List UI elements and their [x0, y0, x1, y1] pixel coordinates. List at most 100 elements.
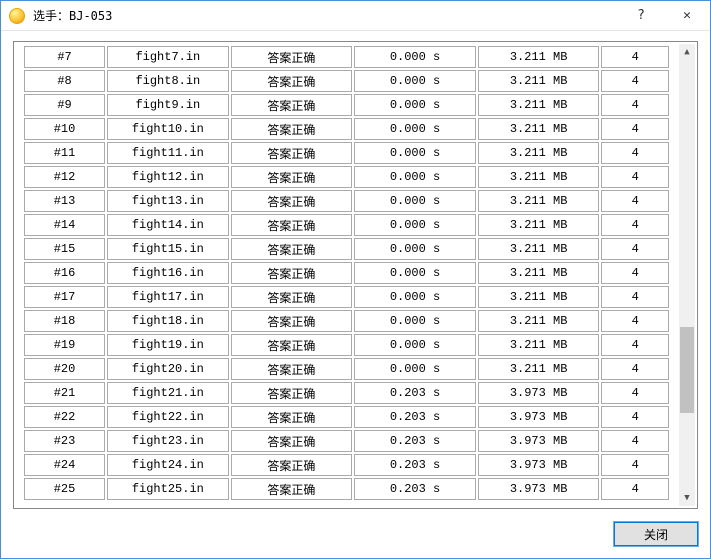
- table-row: #14fight14.in答案正确0.000 s3.211 MB4: [24, 214, 669, 236]
- cell-status: 答案正确: [231, 70, 353, 92]
- cell-status: 答案正确: [231, 238, 353, 260]
- cell-mem: 3.973 MB: [478, 406, 600, 428]
- cell-status: 答案正确: [231, 358, 353, 380]
- cell-score: 4: [601, 454, 669, 476]
- cell-time: 0.203 s: [354, 454, 476, 476]
- cell-status: 答案正确: [231, 262, 353, 284]
- app-icon: [9, 8, 25, 24]
- cell-mem: 3.211 MB: [478, 142, 600, 164]
- table-row: #18fight18.in答案正确0.000 s3.211 MB4: [24, 310, 669, 332]
- cell-score: 4: [601, 94, 669, 116]
- table-row: #23fight23.in答案正确0.203 s3.973 MB4: [24, 430, 669, 452]
- cell-score: 4: [601, 286, 669, 308]
- cell-score: 4: [601, 310, 669, 332]
- cell-file: fight14.in: [107, 214, 229, 236]
- cell-time: 0.000 s: [354, 262, 476, 284]
- cell-num: #25: [24, 478, 105, 500]
- cell-file: fight8.in: [107, 70, 229, 92]
- cell-file: fight22.in: [107, 406, 229, 428]
- scroll-track[interactable]: [679, 60, 695, 490]
- cell-status: 答案正确: [231, 406, 353, 428]
- cell-score: 4: [601, 406, 669, 428]
- cell-num: #24: [24, 454, 105, 476]
- cell-time: 0.000 s: [354, 214, 476, 236]
- table-row: #15fight15.in答案正确0.000 s3.211 MB4: [24, 238, 669, 260]
- cell-status: 答案正确: [231, 310, 353, 332]
- cell-num: #10: [24, 118, 105, 140]
- cell-status: 答案正确: [231, 214, 353, 236]
- cell-num: #19: [24, 334, 105, 356]
- cell-file: fight16.in: [107, 262, 229, 284]
- cell-file: fight11.in: [107, 142, 229, 164]
- cell-mem: 3.973 MB: [478, 454, 600, 476]
- cell-file: fight10.in: [107, 118, 229, 140]
- cell-file: fight7.in: [107, 46, 229, 68]
- vertical-scrollbar[interactable]: ▲ ▼: [679, 44, 695, 506]
- cell-num: #15: [24, 238, 105, 260]
- cell-score: 4: [601, 358, 669, 380]
- cell-mem: 3.211 MB: [478, 190, 600, 212]
- scroll-thumb[interactable]: [680, 327, 694, 413]
- cell-mem: 3.211 MB: [478, 358, 600, 380]
- table-row: #12fight12.in答案正确0.000 s3.211 MB4: [24, 166, 669, 188]
- cell-mem: 3.211 MB: [478, 70, 600, 92]
- cell-mem: 3.211 MB: [478, 310, 600, 332]
- cell-file: fight25.in: [107, 478, 229, 500]
- cell-status: 答案正确: [231, 118, 353, 140]
- table-row: #7fight7.in答案正确0.000 s3.211 MB4: [24, 46, 669, 68]
- cell-score: 4: [601, 478, 669, 500]
- cell-time: 0.000 s: [354, 190, 476, 212]
- cell-score: 4: [601, 262, 669, 284]
- close-button[interactable]: 关闭: [614, 522, 698, 546]
- cell-num: #16: [24, 262, 105, 284]
- table-row: #19fight19.in答案正确0.000 s3.211 MB4: [24, 334, 669, 356]
- table-row: #8fight8.in答案正确0.000 s3.211 MB4: [24, 70, 669, 92]
- cell-score: 4: [601, 190, 669, 212]
- cell-num: #17: [24, 286, 105, 308]
- cell-mem: 3.211 MB: [478, 118, 600, 140]
- cell-time: 0.203 s: [354, 406, 476, 428]
- cell-time: 0.000 s: [354, 94, 476, 116]
- help-button[interactable]: ?: [618, 1, 664, 31]
- table-row: #20fight20.in答案正确0.000 s3.211 MB4: [24, 358, 669, 380]
- cell-mem: 3.211 MB: [478, 166, 600, 188]
- cell-mem: 3.211 MB: [478, 94, 600, 116]
- cell-status: 答案正确: [231, 94, 353, 116]
- cell-num: #18: [24, 310, 105, 332]
- cell-time: 0.000 s: [354, 310, 476, 332]
- table-row: #16fight16.in答案正确0.000 s3.211 MB4: [24, 262, 669, 284]
- cell-num: #11: [24, 142, 105, 164]
- cell-score: 4: [601, 238, 669, 260]
- cell-mem: 3.211 MB: [478, 286, 600, 308]
- table-row: #24fight24.in答案正确0.203 s3.973 MB4: [24, 454, 669, 476]
- cell-file: fight12.in: [107, 166, 229, 188]
- cell-mem: 3.973 MB: [478, 382, 600, 404]
- cell-mem: 3.211 MB: [478, 238, 600, 260]
- cell-mem: 3.211 MB: [478, 334, 600, 356]
- cell-num: #12: [24, 166, 105, 188]
- cell-mem: 3.211 MB: [478, 214, 600, 236]
- cell-status: 答案正确: [231, 166, 353, 188]
- cell-status: 答案正确: [231, 382, 353, 404]
- cell-num: #14: [24, 214, 105, 236]
- scroll-down-arrow-icon[interactable]: ▼: [679, 490, 695, 506]
- results-frame: #7fight7.in答案正确0.000 s3.211 MB4#8fight8.…: [13, 41, 698, 509]
- cell-status: 答案正确: [231, 334, 353, 356]
- cell-time: 0.203 s: [354, 382, 476, 404]
- cell-num: #23: [24, 430, 105, 452]
- cell-num: #7: [24, 46, 105, 68]
- table-row: #22fight22.in答案正确0.203 s3.973 MB4: [24, 406, 669, 428]
- cell-status: 答案正确: [231, 286, 353, 308]
- cell-time: 0.000 s: [354, 70, 476, 92]
- cell-status: 答案正确: [231, 430, 353, 452]
- cell-score: 4: [601, 46, 669, 68]
- scroll-up-arrow-icon[interactable]: ▲: [679, 44, 695, 60]
- window-close-button[interactable]: ✕: [664, 1, 710, 31]
- table-row: #9fight9.in答案正确0.000 s3.211 MB4: [24, 94, 669, 116]
- cell-time: 0.203 s: [354, 430, 476, 452]
- cell-score: 4: [601, 382, 669, 404]
- cell-score: 4: [601, 430, 669, 452]
- cell-time: 0.000 s: [354, 118, 476, 140]
- cell-mem: 3.211 MB: [478, 262, 600, 284]
- cell-file: fight21.in: [107, 382, 229, 404]
